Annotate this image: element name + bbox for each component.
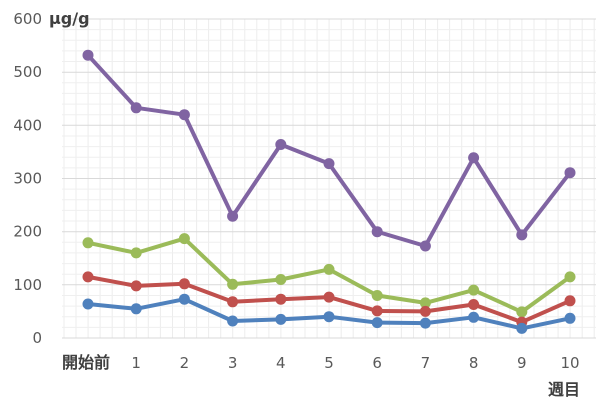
data-point [82, 237, 94, 249]
data-point [323, 158, 335, 170]
series-layer [82, 49, 576, 334]
data-point [227, 278, 239, 290]
data-point [130, 303, 142, 315]
data-point [564, 295, 576, 307]
series-2 [82, 233, 576, 318]
x-tick-label: 6 [372, 354, 382, 372]
x-tick-label: 2 [180, 354, 190, 372]
data-point [227, 210, 239, 222]
data-point [130, 247, 142, 259]
data-point [516, 306, 528, 318]
data-point [178, 233, 190, 245]
data-point [82, 298, 94, 310]
y-axis-unit-label: μg/g [49, 9, 90, 28]
label-layer: μg/g 週目 [49, 9, 580, 399]
x-tick-label: 8 [469, 354, 479, 372]
data-point [227, 315, 239, 327]
grid-layer [62, 18, 596, 339]
data-point [178, 109, 190, 121]
data-point [419, 297, 431, 309]
x-tick-label: 開始前 [62, 353, 110, 372]
data-point [564, 167, 576, 179]
data-point [564, 312, 576, 324]
data-point [419, 305, 431, 317]
y-tick-label: 500 [13, 63, 42, 81]
data-point [82, 271, 94, 283]
data-point [323, 311, 335, 323]
data-point [130, 102, 142, 114]
data-point [564, 271, 576, 283]
y-tick-label: 400 [13, 116, 42, 134]
series-1 [82, 49, 576, 252]
x-axis-label: 週目 [548, 380, 580, 399]
data-point [371, 305, 383, 317]
data-point [130, 280, 142, 292]
data-point [227, 296, 239, 308]
x-tick-label: 10 [560, 354, 579, 372]
x-tick-label: 4 [276, 354, 286, 372]
y-tick-label: 100 [13, 276, 42, 294]
x-tick-label: 5 [324, 354, 334, 372]
data-point [178, 293, 190, 305]
data-point [178, 278, 190, 290]
y-tick-label: 300 [13, 170, 42, 188]
data-point [468, 284, 480, 296]
y-tick-label: 600 [13, 10, 42, 28]
y-tick-label: 200 [13, 223, 42, 241]
data-point [275, 274, 287, 285]
y-tick-label: 0 [32, 329, 42, 347]
series-4 [82, 293, 576, 334]
data-point [371, 290, 383, 301]
data-point [82, 49, 94, 61]
data-point [468, 311, 480, 323]
data-point [516, 229, 528, 241]
data-point [468, 152, 480, 164]
data-point [419, 240, 431, 252]
data-point [371, 317, 383, 329]
data-point [516, 322, 528, 334]
data-point [323, 263, 335, 275]
axis-layer: 0 100 200 300 400 500 600 開始前 1 2 3 4 5 6 7 8 9 10 [13, 10, 579, 372]
x-tick-label: 7 [421, 354, 431, 372]
data-point [371, 226, 383, 238]
x-tick-label: 3 [228, 354, 238, 372]
data-point [275, 293, 287, 305]
x-tick-label: 1 [131, 354, 141, 372]
data-point [275, 139, 287, 150]
data-point [275, 313, 287, 325]
data-point [323, 291, 335, 303]
x-tick-label: 9 [517, 354, 527, 372]
data-point [419, 317, 431, 329]
data-point [468, 299, 480, 310]
